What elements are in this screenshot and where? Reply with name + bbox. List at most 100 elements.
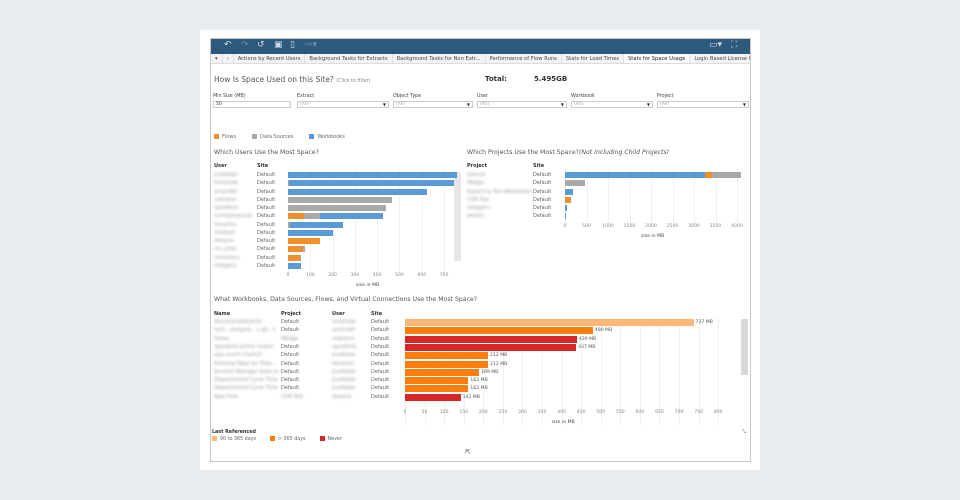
bar-segment-workbooks[interactable] <box>565 205 568 211</box>
tab-stats-for-load-times[interactable]: Stats for Load Times <box>562 54 625 63</box>
bar-segment-data-sources[interactable] <box>712 172 742 178</box>
tab-actions-by-recent-users[interactable]: Actions by Recent Users <box>234 54 306 63</box>
tab-background-tasks-for-extracts[interactable]: Background Tasks for Extracts <box>305 54 393 63</box>
row-label[interactable]: rgoodlord <box>214 205 239 211</box>
item-name[interactable]: Demo <box>214 335 229 342</box>
bar-segment-flows[interactable] <box>288 246 304 253</box>
legend-item[interactable]: 90 to 365 days <box>212 436 256 442</box>
bar-segment-workbooks[interactable] <box>565 213 567 220</box>
row-label[interactable]: mhilbert <box>214 229 236 236</box>
item-name[interactable]: rgoodlord-airline output <box>214 343 274 350</box>
revert-icon[interactable]: ↺ <box>257 40 265 50</box>
filter-dropdown[interactable]: (All) ▼ <box>657 101 749 108</box>
row-label[interactable]: jwilson <box>467 213 485 220</box>
filter-dropdown[interactable]: (All) ▼ <box>297 101 389 108</box>
item-bar[interactable] <box>405 393 461 401</box>
filter-dropdown[interactable]: (All) ▼ <box>571 101 653 108</box>
tab-stats-for-space-usage[interactable]: Stats for Space Usage <box>624 54 691 63</box>
min-size-input[interactable]: 50 <box>213 101 291 108</box>
item-bar[interactable] <box>405 368 479 376</box>
tab-background-tasks-for-non-extr-[interactable]: Background Tasks for Non Extr... <box>393 54 486 63</box>
row-label[interactable]: Default <box>467 172 486 178</box>
row-label[interactable]: dwayne <box>214 238 234 244</box>
x-tick-label: 100 <box>305 273 315 278</box>
item-name[interactable]: ugly event chart(2) <box>214 352 263 359</box>
legend-item[interactable]: > 365 days <box>269 436 306 442</box>
tab-menu-button[interactable]: ▾ <box>211 54 223 63</box>
tab-scroll-left[interactable]: ‹ <box>223 54 234 63</box>
row-label[interactable]: cmhatters <box>214 254 240 261</box>
legend-item[interactable]: Data Sources <box>252 134 293 140</box>
bar-segment-workbooks[interactable] <box>565 172 705 178</box>
bar-segment-data-sources[interactable] <box>303 213 321 220</box>
x-tick-label: 0 <box>286 273 290 278</box>
bar-segment-workbooks[interactable] <box>290 221 343 228</box>
item-bar[interactable] <box>405 335 577 343</box>
row-label[interactable]: mhiggins <box>467 205 490 211</box>
row-label[interactable]: CDR Test <box>467 196 490 203</box>
bar-segment-workbooks[interactable] <box>288 262 301 269</box>
item-bar[interactable] <box>405 377 469 385</box>
users-scrollbar[interactable] <box>454 172 461 261</box>
item-name[interactable]: Departmental Cycle Time <box>214 377 278 384</box>
item-bar[interactable] <box>405 360 488 368</box>
items-scrollbar[interactable] <box>741 319 748 375</box>
bar-segment-workbooks[interactable] <box>288 188 428 195</box>
undo-icon[interactable]: ↶ <box>224 40 232 50</box>
bar-segment-flows[interactable] <box>288 254 301 261</box>
row-label[interactable]: Wedge <box>467 180 485 187</box>
device-preview-icon[interactable]: ▭▾ <box>709 40 723 50</box>
bar-segment-workbooks[interactable] <box>288 172 458 178</box>
bar-segment-workbooks[interactable] <box>289 180 455 187</box>
bar-segment-flows[interactable] <box>288 213 304 220</box>
row-label[interactable]: Exporting Test Workbooks <box>467 188 532 195</box>
redo-icon[interactable]: ↷ <box>241 40 249 50</box>
item-bar[interactable] <box>405 343 577 351</box>
bar-segment-flows[interactable] <box>704 172 713 178</box>
fullscreen-icon[interactable]: ⛶ <box>731 40 738 50</box>
item-name[interactable]: Account Manager Sales A... <box>214 368 283 375</box>
bar-segment-data-sources[interactable] <box>288 196 392 203</box>
bar-segment-data-sources[interactable] <box>288 180 290 187</box>
resize-handle-icon[interactable]: ⤡ <box>742 429 747 435</box>
bar-segment-data-sources[interactable] <box>300 254 302 261</box>
item-name[interactable]: Departmental Cycle Time <box>214 385 278 392</box>
share-icon[interactable]: ⇨▾ <box>305 40 318 50</box>
item-bar[interactable] <box>405 385 469 393</box>
filter-dropdown[interactable]: (All) ▼ <box>393 101 473 108</box>
bar-segment-flows[interactable] <box>288 238 321 244</box>
tab-login-based-license-usage[interactable]: Login Based License Usage <box>690 54 750 63</box>
bar-segment-data-sources[interactable] <box>288 221 291 228</box>
row-label[interactable]: svc_prep <box>214 246 237 253</box>
row-label[interactable]: mhiggins <box>214 262 237 269</box>
bar-segment-flows[interactable] <box>565 196 571 203</box>
row-label[interactable]: amandell <box>214 188 238 195</box>
item-bar[interactable] <box>405 352 488 360</box>
item-bar[interactable] <box>405 319 694 326</box>
row-label[interactable]: hmatinde <box>214 180 238 187</box>
filter-label: User <box>477 94 488 99</box>
bar-segment-data-sources[interactable] <box>288 205 387 211</box>
legend-item[interactable]: Never <box>319 436 342 442</box>
pause-icon[interactable]: ▣ <box>274 40 283 50</box>
item-name[interactable]: Potential Reps for Filter... <box>214 360 277 367</box>
item-name[interactable]: tech - postgres - 1 gb - 2 <box>214 327 276 334</box>
refresh-icon[interactable]: ▯ <box>290 40 295 50</box>
tab-performance-of-flow-runs[interactable]: Performance of Flow Runs <box>486 54 562 63</box>
bar-segment-workbooks[interactable] <box>565 188 573 195</box>
gridline <box>651 169 652 224</box>
bar-segment-data-sources[interactable] <box>303 246 306 253</box>
bar-segment-workbooks[interactable] <box>320 213 384 220</box>
item-bar[interactable] <box>405 327 593 335</box>
row-label[interactable]: mdodson <box>214 196 238 203</box>
legend-item[interactable]: Workbooks <box>309 134 345 140</box>
legend-item[interactable]: Flows <box>214 134 236 140</box>
bar-segment-workbooks[interactable] <box>288 229 334 236</box>
row-label[interactable]: northgroupuser <box>214 213 253 220</box>
row-label[interactable]: jruddolph <box>214 172 238 178</box>
bar-segment-data-sources[interactable] <box>565 180 585 187</box>
row-label[interactable]: tlevarton <box>214 221 237 228</box>
item-name[interactable]: dfxcomerladhybrid... <box>214 319 266 325</box>
filter-dropdown[interactable]: (All) ▼ <box>477 101 567 108</box>
item-name[interactable]: New Flow <box>214 393 238 400</box>
